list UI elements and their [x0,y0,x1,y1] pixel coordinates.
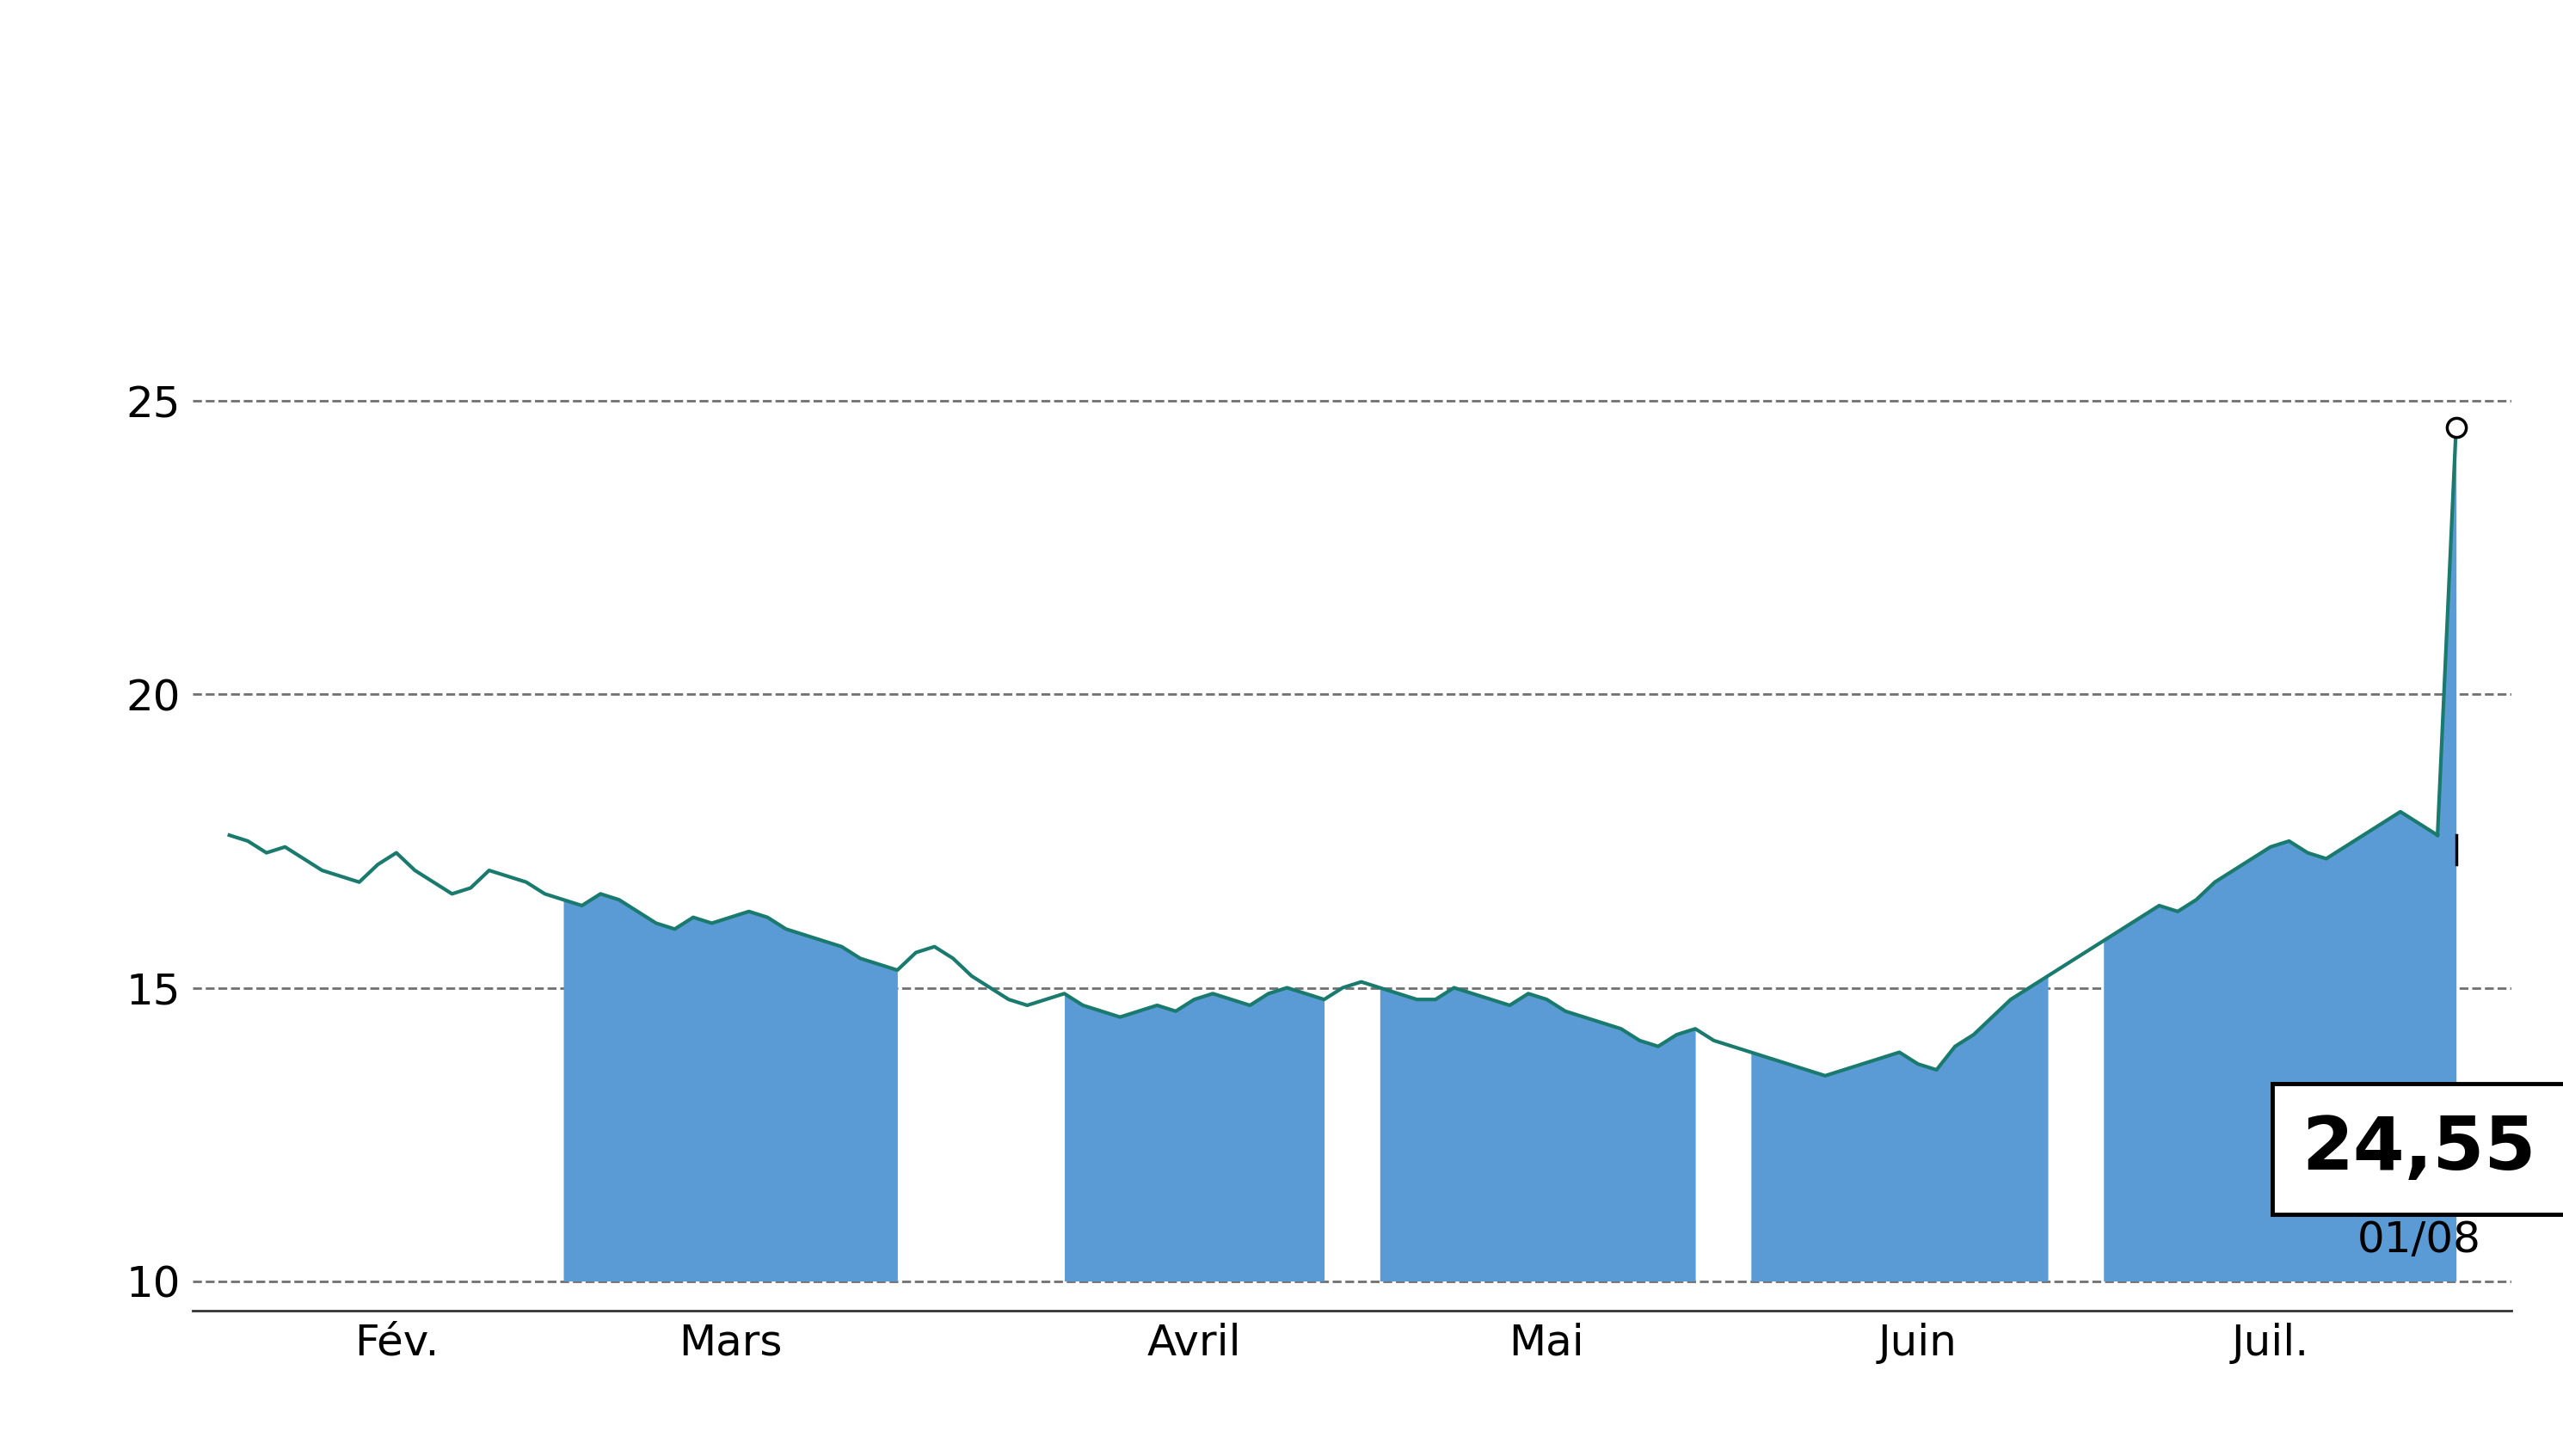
Text: EUROBIO-SCIENTIFIC: EUROBIO-SCIENTIFIC [664,33,1899,134]
Text: 01/08: 01/08 [2358,1219,2481,1261]
Text: 24,55: 24,55 [2302,1114,2537,1185]
